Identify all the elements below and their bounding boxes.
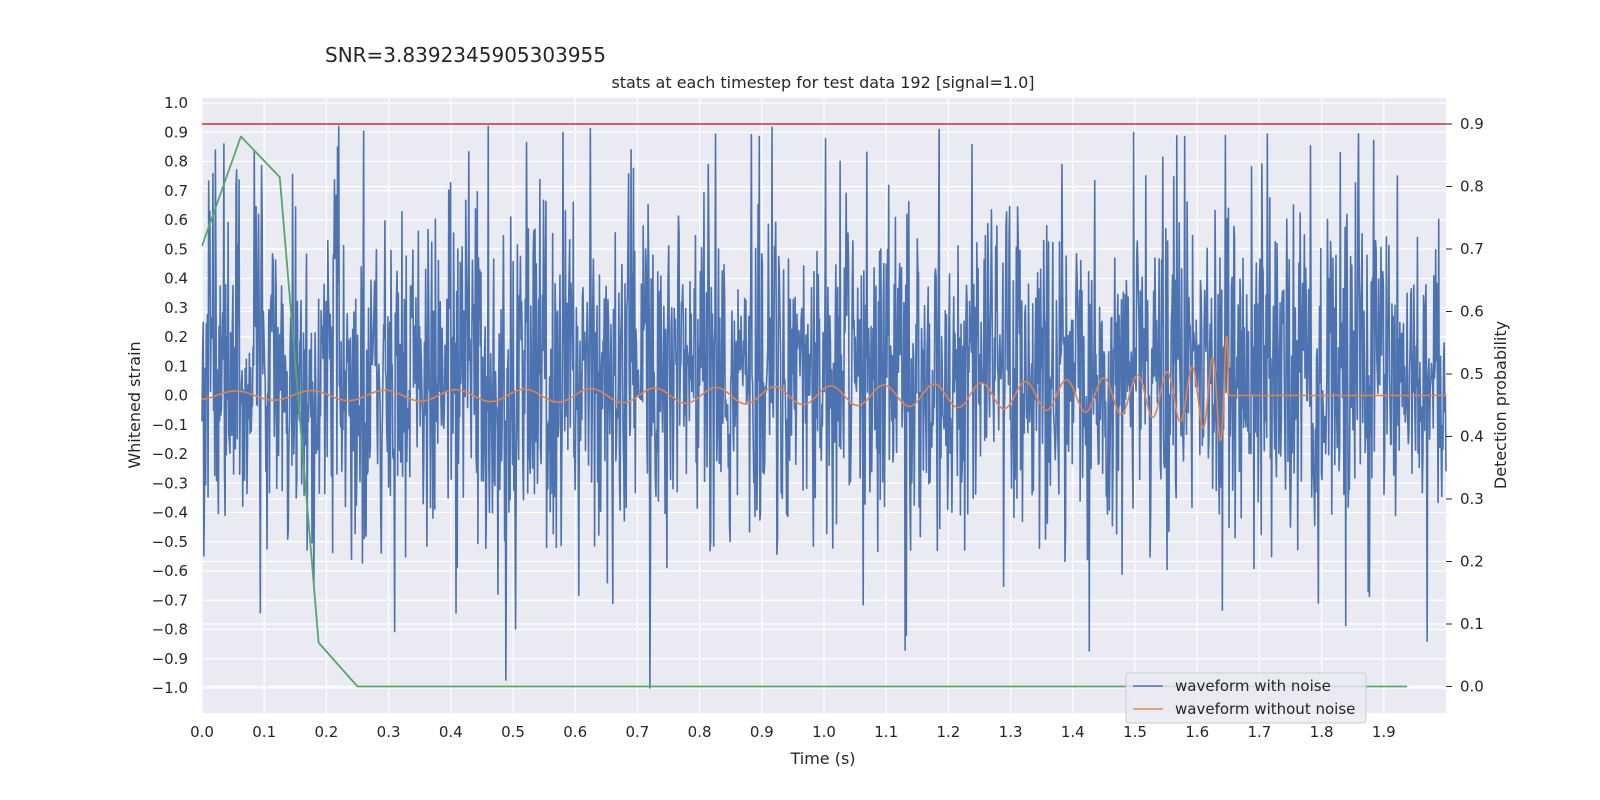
y-tick-label-6: 0.4: [164, 270, 188, 288]
x-tick-label-3: 0.3: [377, 723, 401, 741]
x-tick-label-4: 0.4: [439, 723, 463, 741]
series-waveform-with-noise: [201, 125, 1447, 689]
chart-suptitle: SNR=3.8392345905303955: [325, 43, 606, 67]
y2-tick-label-7: 0.2: [1460, 553, 1484, 571]
y2-axis-label: Detection probability: [1491, 321, 1510, 489]
x-tick-label-19: 1.9: [1372, 723, 1396, 741]
y-tick-label-14: −0.4: [152, 504, 188, 522]
y2-tick-label-0: 0.9: [1460, 115, 1484, 133]
y2-tick-label-1: 0.8: [1460, 178, 1484, 196]
x-tick-label-18: 1.8: [1310, 723, 1334, 741]
series-waveform-without-noise: [201, 335, 1447, 442]
y-tick-label-1: 0.9: [164, 123, 188, 141]
y-tick-label-13: −0.3: [152, 474, 188, 492]
legend: waveform with noise waveform without noi…: [1125, 672, 1367, 724]
y-tick-label-12: −0.2: [152, 445, 188, 463]
x-axis-label: Time (s): [789, 749, 855, 768]
x-tick-label-2: 0.2: [314, 723, 338, 741]
plot-layer: [201, 123, 1447, 689]
x-tick-label-15: 1.5: [1123, 723, 1147, 741]
y2-tick-label-4: 0.5: [1460, 365, 1484, 383]
y-tick-label-7: 0.3: [164, 299, 188, 317]
x-tick-label-5: 0.5: [501, 723, 525, 741]
x-tick-label-12: 1.2: [936, 723, 960, 741]
y-axis-label: Whitened strain: [125, 341, 144, 468]
y-tick-label-8: 0.2: [164, 328, 188, 346]
y-tick-label-4: 0.6: [164, 211, 188, 229]
y2-tick-label-5: 0.4: [1460, 428, 1484, 446]
legend-box: [1125, 672, 1367, 724]
y-tick-label-3: 0.7: [164, 182, 188, 200]
y2-tick-label-2: 0.7: [1460, 240, 1484, 258]
y-tick-label-16: −0.6: [152, 562, 188, 580]
y-tick-label-17: −0.7: [152, 591, 188, 609]
legend-entry-clean: waveform without noise: [1175, 700, 1355, 718]
x-tick-label-17: 1.7: [1247, 723, 1271, 741]
y-tick-label-2: 0.8: [164, 153, 188, 171]
y-tick-label-5: 0.5: [164, 240, 188, 258]
y2-tick-label-9: 0.0: [1460, 678, 1484, 696]
y-tick-label-10: 0.0: [164, 387, 188, 405]
y2-tick-label-8: 0.1: [1460, 615, 1484, 633]
chart-title: stats at each timestep for test data 192…: [611, 73, 1034, 92]
x-ticks: 0.0 0.1 0.2 0.3 0.4 0.5 0.6 0.7 0.8 0.9 1.0 1.1 1.2 1…: [190, 723, 1396, 741]
y2-tick-label-3: 0.6: [1460, 303, 1484, 321]
y-tick-label-15: −0.5: [152, 533, 188, 551]
x-tick-label-0: 0.0: [190, 723, 214, 741]
x-tick-label-13: 1.3: [999, 723, 1023, 741]
y2-tick-label-6: 0.3: [1460, 490, 1484, 508]
series-detection-probability: [201, 135, 1408, 688]
x-tick-label-11: 1.1: [874, 723, 898, 741]
x-tick-label-9: 0.9: [750, 723, 774, 741]
y-tick-label-19: −0.9: [152, 650, 188, 668]
y-ticks: 1.0 0.9 0.8 0.7 0.6 0.5 0.4 0.3 0.2 0.1 0.0 −0.1 −0.…: [152, 94, 188, 697]
x-tick-label-7: 0.7: [625, 723, 649, 741]
x-tick-label-6: 0.6: [563, 723, 587, 741]
y-tick-label-0: 1.0: [164, 94, 188, 112]
x-tick-label-16: 1.6: [1185, 723, 1209, 741]
x-tick-label-14: 1.4: [1061, 723, 1085, 741]
y-tick-label-18: −0.8: [152, 621, 188, 639]
x-tick-label-8: 0.8: [688, 723, 712, 741]
x-tick-label-1: 0.1: [252, 723, 276, 741]
y-tick-label-20: −1.0: [152, 679, 188, 697]
y2-ticks: 0.9 0.8 0.7 0.6 0.5 0.4 0.3 0.2 0.1 0.0: [1446, 115, 1484, 696]
y-tick-label-11: −0.1: [152, 416, 188, 434]
legend-entry-noise: waveform with noise: [1175, 677, 1331, 695]
x-tick-label-10: 1.0: [812, 723, 836, 741]
y-tick-label-9: 0.1: [164, 357, 188, 375]
